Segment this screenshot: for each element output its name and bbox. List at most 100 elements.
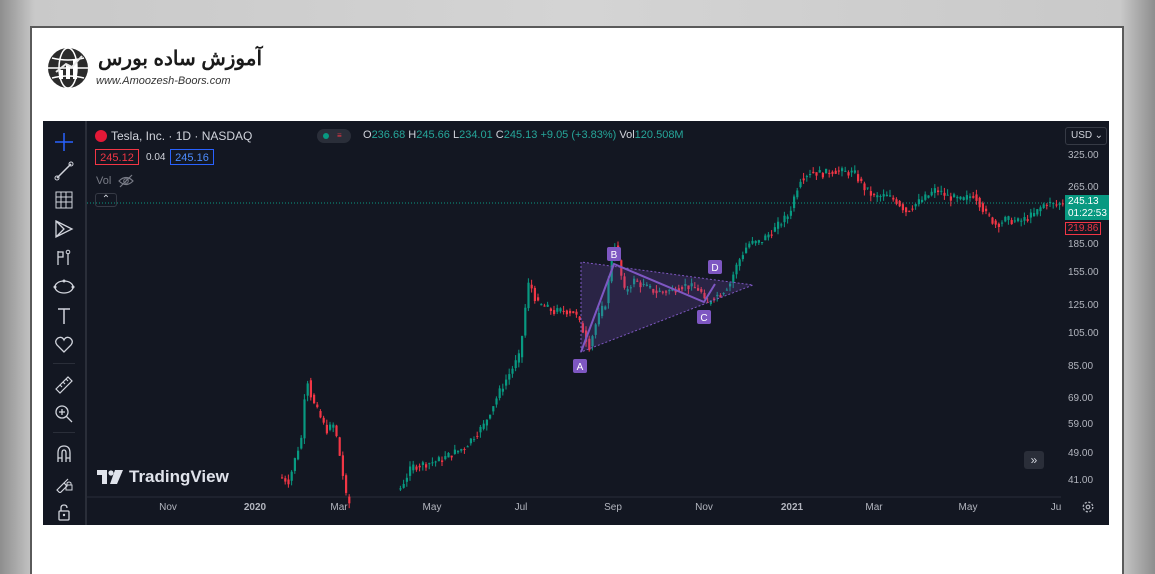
candle-body [460, 449, 463, 451]
candle-body [479, 426, 482, 433]
candle-body [668, 290, 671, 292]
candle-body [431, 462, 434, 464]
candle-body [597, 312, 600, 325]
price-chart[interactable]: Nov 2020 Mar May Jul Sep Nov 2021 Mar May Ju 325.00… [43, 121, 1109, 525]
candle-body [588, 338, 591, 351]
market-status-pill[interactable]: ≡ [317, 129, 351, 143]
brush-icon[interactable] [51, 274, 77, 300]
candle-body [1026, 219, 1029, 221]
candle-body [815, 172, 818, 176]
magnet-icon[interactable] [51, 441, 77, 467]
heart-icon[interactable] [51, 332, 77, 358]
candle-body [1049, 201, 1052, 203]
candle-body [1052, 202, 1055, 204]
candle-body [559, 308, 562, 312]
candle-body [892, 197, 895, 200]
candle-body [447, 452, 450, 458]
lock-icon[interactable] [51, 499, 77, 525]
collapse-legend-button[interactable]: ⌃ [95, 193, 117, 207]
open-label: O [363, 129, 372, 141]
time-axis-label: May [959, 502, 978, 513]
candle-body [338, 437, 341, 456]
candle-body [297, 450, 300, 460]
candle-body [1004, 216, 1007, 222]
candle-body [565, 310, 568, 315]
candle-body [415, 466, 418, 470]
gear-icon[interactable] [1081, 500, 1095, 514]
candle-body [1001, 222, 1004, 224]
candle-body [754, 240, 757, 244]
candle-body [492, 406, 495, 412]
candle-body [719, 295, 722, 298]
candle-body [623, 276, 626, 288]
candle-body [873, 194, 876, 196]
candle-body [953, 194, 956, 198]
crosshair-icon[interactable] [51, 129, 77, 155]
time-axis-label: May [423, 502, 442, 513]
pattern-point-label: C [700, 313, 707, 324]
candle-body [812, 171, 815, 174]
pattern-point-marker [573, 359, 587, 373]
pattern-point-label: A [577, 362, 584, 373]
scroll-to-realtime-button[interactable]: » [1024, 451, 1044, 469]
candle-body [677, 288, 680, 292]
site-logo[interactable]: آموزش ساده بورس www.Amoozesh-Boors.com [46, 44, 262, 96]
spread-value: 0.04 [146, 152, 166, 163]
candle-body [975, 194, 978, 201]
candle-body [476, 435, 479, 437]
pattern-point-marker [708, 260, 722, 274]
ruler-icon[interactable] [51, 372, 77, 398]
candle-body [729, 283, 732, 287]
symbol-title[interactable]: Tesla, Inc. · 1D · NASDAQ [95, 129, 252, 143]
candle-body [1042, 204, 1045, 208]
candle-body [281, 477, 284, 479]
tradingview-chart-widget[interactable]: Nov 2020 Mar May Jul Sep Nov 2021 Mar May Ju 325.00… [43, 121, 1109, 525]
candle-body [633, 278, 636, 285]
candle-body [533, 287, 536, 301]
candle-body [681, 287, 684, 290]
tradingview-logo-icon [97, 470, 123, 484]
candle-body [514, 360, 517, 369]
candle-body [530, 284, 533, 289]
candle-body [409, 466, 412, 476]
currency-selector[interactable]: USD ⌄ [1065, 127, 1107, 145]
forecast-icon[interactable] [51, 245, 77, 271]
candle-body [921, 199, 924, 203]
candle-body [501, 388, 504, 392]
time-axis-label: Nov [695, 502, 713, 513]
market-open-dot-icon [323, 133, 329, 139]
logo-url-text: www.Amoozesh-Boors.com [96, 75, 231, 87]
candle-body [997, 223, 1000, 227]
candle-body [927, 195, 930, 198]
candle-body [786, 216, 789, 219]
candle-body [537, 297, 540, 301]
candle-body [473, 439, 476, 441]
tradingview-branding[interactable]: TradingView [97, 467, 229, 487]
buy-price-button[interactable]: 245.16 [170, 149, 214, 165]
sell-price-button[interactable]: 245.12 [95, 149, 139, 165]
candle-body [287, 479, 290, 485]
eye-hidden-icon[interactable] [118, 174, 134, 188]
candle-body [527, 282, 530, 309]
volume-label: Vol [619, 129, 635, 141]
candle-body [751, 240, 754, 244]
time-axis-label: 2020 [244, 502, 267, 513]
zoom-in-icon[interactable] [51, 401, 77, 427]
candle-body [511, 368, 514, 374]
candle-body [911, 208, 914, 210]
candle-body [428, 463, 431, 465]
candle-body [796, 190, 799, 198]
candle-body [655, 290, 658, 294]
fib-grid-icon[interactable] [51, 187, 77, 213]
candle-body [1045, 204, 1048, 206]
trendline-icon[interactable] [51, 158, 77, 184]
candle-body [857, 174, 860, 182]
candle-body [757, 240, 760, 243]
pattern-icon[interactable] [51, 216, 77, 242]
text-icon[interactable] [51, 303, 77, 329]
candle-body [578, 316, 581, 321]
candle-body [1020, 220, 1023, 222]
candle-body [709, 300, 712, 304]
candle-body [498, 388, 501, 398]
lock-drawing-icon[interactable] [51, 470, 77, 496]
